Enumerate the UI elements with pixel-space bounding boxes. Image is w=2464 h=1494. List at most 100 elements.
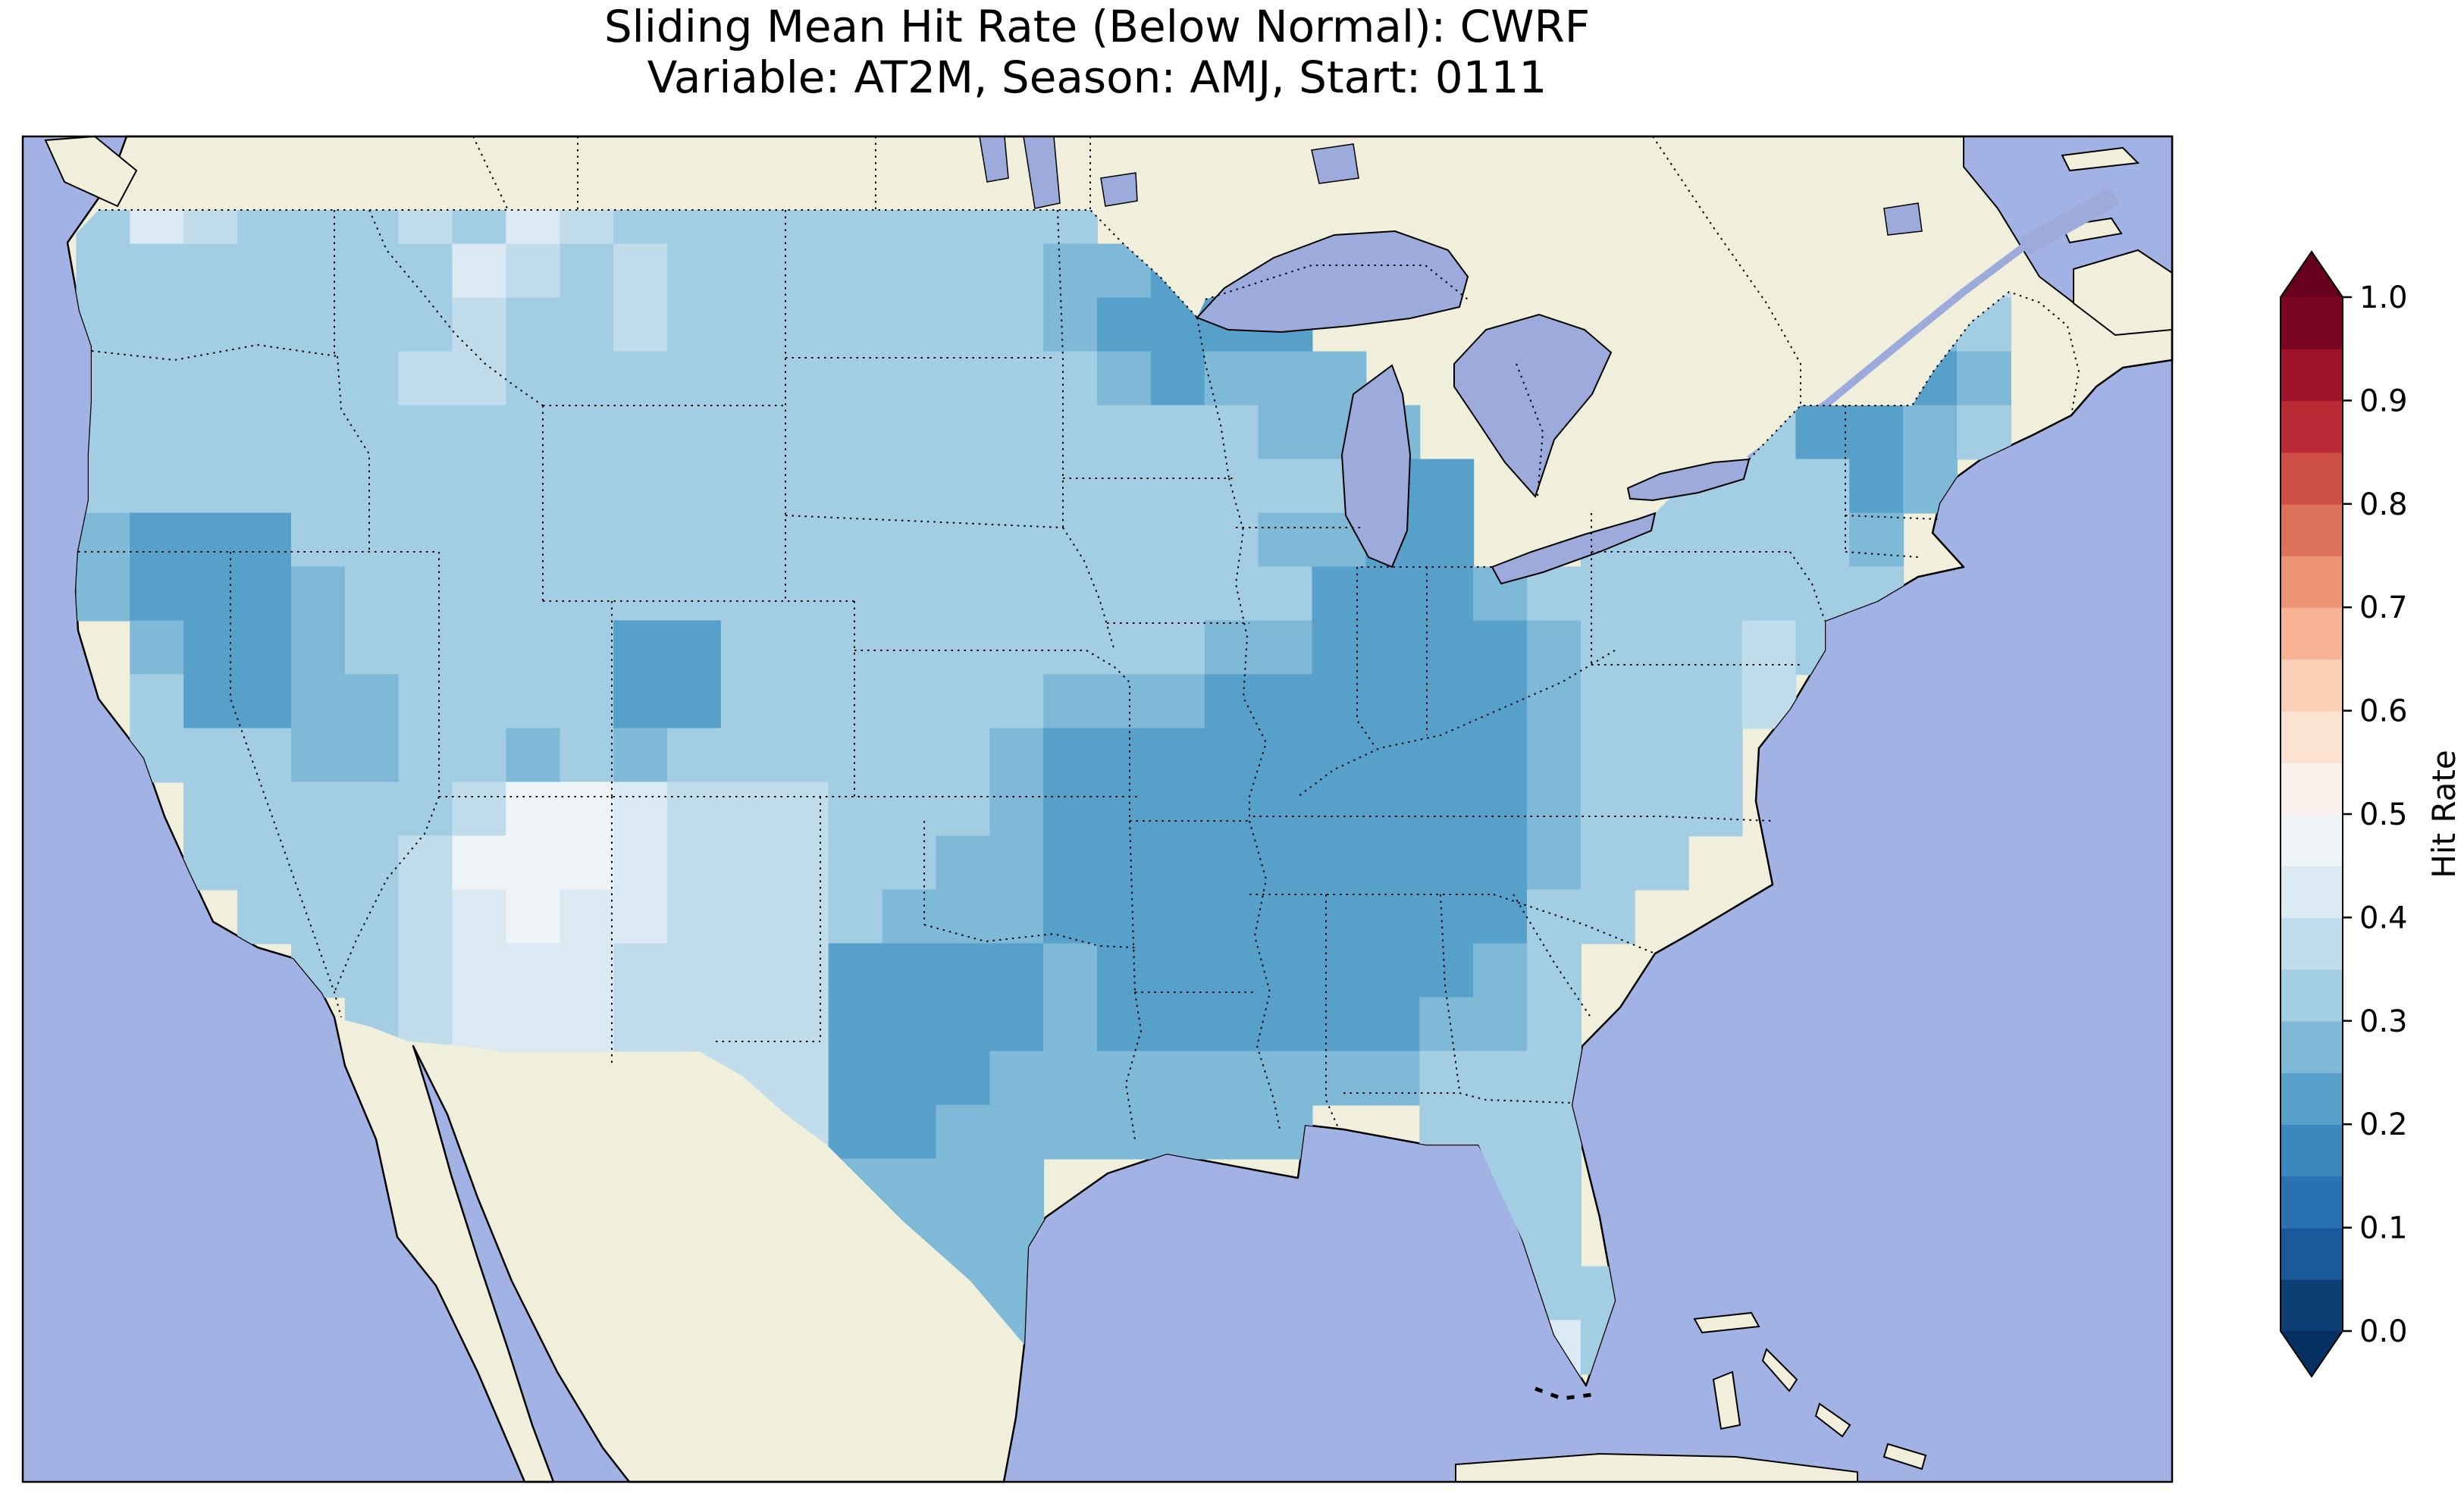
border-line [472, 136, 509, 211]
grid-cell [183, 620, 238, 675]
grid-cell [130, 674, 185, 729]
grid-cell [828, 243, 883, 299]
grid-cell [1580, 728, 1635, 783]
grid-cell [452, 728, 507, 783]
grid-cell [452, 297, 507, 352]
grid-cell [1312, 835, 1367, 891]
grid-cell [290, 512, 346, 568]
grid-cell [1150, 512, 1205, 568]
grid-cell [506, 728, 561, 783]
grid-cell [1258, 351, 1313, 406]
grid-cell [613, 781, 668, 837]
grid-cell [76, 512, 131, 568]
grid-cell [237, 210, 292, 245]
grid-cell [344, 566, 400, 622]
grid-cell [882, 351, 937, 406]
grid-cell [1634, 781, 1689, 837]
grid-cell [183, 781, 238, 837]
grid-cell [1258, 566, 1313, 622]
colorbar-tick-label: 0.7 [2359, 590, 2408, 625]
grid-cell [452, 351, 507, 406]
colorbar-tick-label: 0.9 [2359, 384, 2408, 418]
grid-cell [237, 781, 292, 837]
grid-cell [1204, 1051, 1259, 1106]
grid-cell [720, 210, 776, 245]
grid-cell [882, 210, 937, 245]
grid-cell [720, 835, 776, 891]
colorbar-tick-label: 0.3 [2359, 1004, 2408, 1039]
grid-cell [774, 1051, 829, 1106]
grid-cell [1097, 405, 1152, 460]
grid-cell [882, 889, 937, 944]
grid-cell [774, 210, 829, 245]
grid-cell [183, 728, 238, 783]
border-line [1205, 265, 1469, 300]
grid-cell [1312, 997, 1367, 1052]
border-line [1748, 290, 2080, 460]
grid-cell [989, 297, 1045, 352]
lake-erie [1491, 512, 1657, 585]
grid-cell [989, 1051, 1045, 1106]
grid-cell [936, 297, 991, 352]
grid-cell [936, 835, 991, 891]
grid-cell [130, 210, 185, 245]
grid-cell [936, 566, 991, 622]
grid-cell [344, 889, 400, 944]
grid-cell [1527, 674, 1582, 729]
grid-cell [130, 243, 185, 299]
grid-cell [1419, 674, 1475, 729]
grid-cell [1849, 405, 1904, 460]
grid-cell [1741, 620, 1797, 675]
grid-cell [667, 243, 722, 299]
grid-cell [1527, 1051, 1582, 1106]
colorbar-segment [2281, 710, 2343, 763]
grid-cell [1795, 566, 1851, 622]
grid-cell [344, 512, 400, 568]
grid-cell [1473, 889, 1528, 944]
grid-cell [828, 674, 883, 729]
grid-cell [1204, 459, 1259, 514]
grid-cell [720, 297, 776, 352]
grid-cell [989, 674, 1045, 729]
grid-cell [398, 674, 453, 729]
grid-cell [936, 620, 991, 675]
grid-cell [882, 728, 937, 783]
grid-cell [506, 620, 561, 675]
border-line [1343, 1092, 1572, 1104]
grid-cell [560, 889, 615, 944]
grid-cell [936, 512, 991, 568]
chart-title: Sliding Mean Hit Rate (Below Normal): CW… [604, 1, 1590, 52]
grid-cell [1097, 943, 1152, 998]
grid-cell [613, 997, 668, 1052]
grid-cell [1473, 728, 1528, 783]
grid-cell [1043, 943, 1098, 998]
grid-cell [506, 351, 561, 406]
grid-cell [613, 835, 668, 891]
grid-cell [183, 674, 238, 729]
grid-cell [720, 620, 776, 675]
grid-cell [828, 351, 883, 406]
grid-cell [452, 512, 507, 568]
grid-cell [1957, 351, 2011, 406]
grid-cell [882, 997, 937, 1052]
grid-cell [1097, 674, 1152, 729]
grid-cell [774, 566, 829, 622]
grid-cell [1634, 566, 1689, 622]
grid-cell [398, 781, 453, 837]
grid-cell [1527, 566, 1582, 622]
grid-cell [1688, 728, 1743, 783]
grid-cell [936, 210, 991, 245]
colorbar-axis-label: Hit Rate [2425, 750, 2462, 878]
grid-cell [1527, 889, 1582, 944]
border-line [1124, 991, 1143, 1140]
grid-cell [667, 210, 722, 245]
grid-cell [720, 674, 776, 729]
grid-cell [936, 243, 991, 299]
border-line [337, 355, 370, 552]
grid-cell [613, 351, 668, 406]
grid-cell [989, 1104, 1045, 1160]
grid-cell [882, 620, 937, 675]
grid-cell [1365, 889, 1421, 944]
grid-cell [1580, 620, 1635, 675]
grid-cell [1419, 781, 1475, 837]
